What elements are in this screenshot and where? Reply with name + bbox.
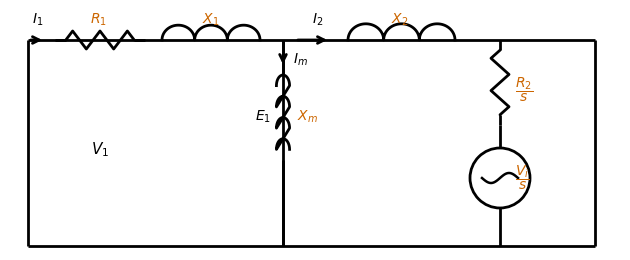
Text: $\dfrac{V_i}{s}$: $\dfrac{V_i}{s}$ xyxy=(515,164,530,192)
Text: $I_m$: $I_m$ xyxy=(293,52,308,68)
Text: $X_1$: $X_1$ xyxy=(202,12,220,28)
Text: $X_m$: $X_m$ xyxy=(297,109,318,125)
Text: $I_1$: $I_1$ xyxy=(32,12,43,28)
Text: $X_2$: $X_2$ xyxy=(391,12,409,28)
Text: $E_1$: $E_1$ xyxy=(255,109,271,125)
Text: $I_2$: $I_2$ xyxy=(312,12,324,28)
Text: $R_1$: $R_1$ xyxy=(89,12,106,28)
Text: $V_1$: $V_1$ xyxy=(91,141,109,159)
Text: $\dfrac{R_2}{s}$: $\dfrac{R_2}{s}$ xyxy=(515,76,533,104)
